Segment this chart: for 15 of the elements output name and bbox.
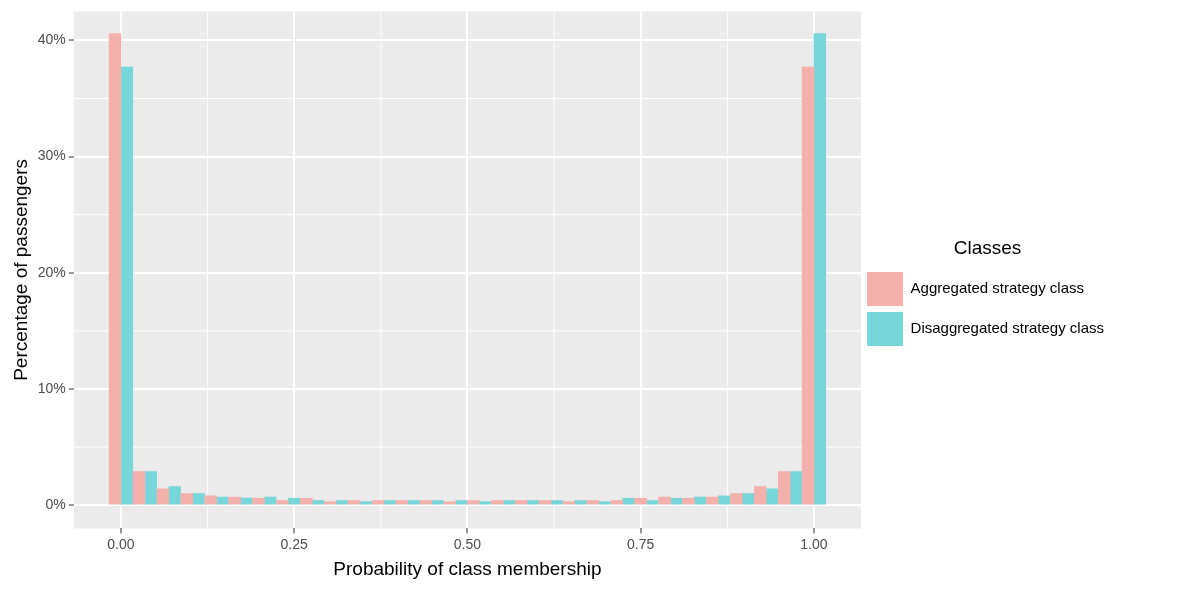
x-tick-label: 0.25: [280, 535, 309, 552]
y-tick-label: 30%: [37, 147, 66, 164]
y-tick-label: 0%: [45, 496, 66, 513]
y-tick-label: 10%: [37, 379, 66, 396]
x-tick-label: 0.75: [627, 535, 655, 552]
legend-label: Aggregated strategy class: [910, 279, 1084, 297]
legend-label: Disaggregated strategy class: [910, 319, 1104, 337]
y-tick-label: 20%: [37, 263, 66, 280]
x-tick-label: 0.00: [107, 535, 135, 552]
legend-title: Classes: [953, 236, 1022, 258]
y-axis-title: Percentage of passengers: [9, 158, 31, 381]
y-tick-label: 40%: [37, 31, 66, 48]
x-tick-label: 1.00: [800, 535, 828, 552]
x-axis-title: Probability of class membership: [333, 557, 602, 579]
x-tick-label: 0.50: [453, 535, 482, 552]
